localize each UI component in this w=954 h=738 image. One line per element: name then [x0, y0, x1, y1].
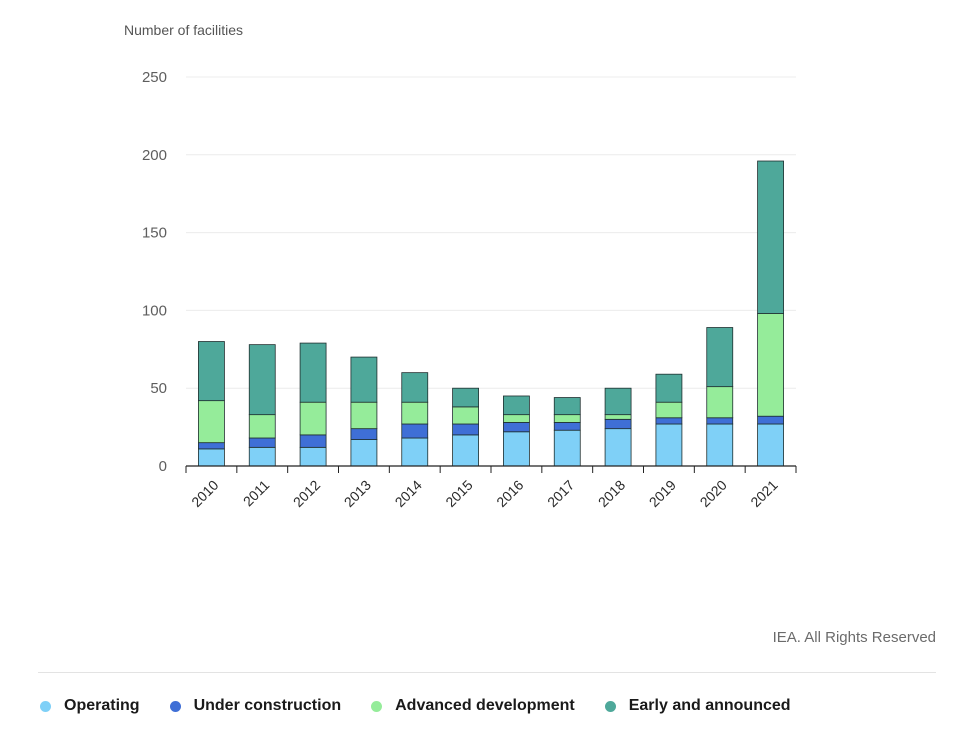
bar-segment-2010-2 [198, 442, 225, 450]
bar-segment-2011-1 [248, 446, 276, 467]
bar-segment-2012-2 [299, 434, 327, 448]
bar-segment-2021-4 [757, 160, 784, 314]
x-tick-label: 2011 [240, 477, 273, 510]
bar-segment-2015-4 [452, 387, 479, 408]
bar-segment-2016-1 [503, 431, 530, 467]
x-tick-label: 2016 [493, 477, 526, 510]
bar-segment-2017-3 [553, 414, 581, 423]
x-tick-label: 2015 [442, 477, 475, 510]
bar-segment-2019-3 [655, 401, 683, 419]
bar-segment-2018-1 [604, 428, 632, 467]
legend-swatch [40, 700, 51, 712]
bar-segment-2018-4 [604, 387, 632, 416]
bar-segment-2013-1 [350, 439, 378, 467]
x-tick-label: 2012 [290, 477, 323, 510]
bar-segment-2019-4 [655, 373, 683, 403]
bar-segment-2016-2 [503, 422, 530, 433]
legend-label: Operating [64, 697, 140, 714]
legend-item-3[interactable]: Advanced development [371, 697, 575, 715]
legend-swatch [604, 700, 616, 712]
bar-segment-2010-4 [198, 341, 225, 402]
bar-segment-2020-3 [706, 386, 734, 419]
bar-segment-2013-4 [350, 356, 378, 403]
x-tick-label: 2010 [188, 477, 221, 510]
bar-segment-2017-1 [553, 429, 581, 467]
x-axis [185, 465, 797, 473]
bar-segment-2018-3 [604, 414, 632, 420]
legend-swatch [169, 700, 181, 712]
x-tick-label: 2020 [697, 477, 730, 510]
y-axis-label: Number of facilities [124, 22, 243, 38]
bar-segment-2019-2 [655, 417, 683, 425]
legend-swatch [371, 700, 383, 712]
bar-segment-2011-4 [248, 344, 276, 416]
bar-segment-2021-2 [757, 415, 784, 425]
bar-segment-2011-3 [248, 414, 276, 439]
bar-segment-2013-3 [350, 401, 378, 430]
y-tick-label: 100 [142, 302, 167, 319]
x-tick-labels: 2010 2011 2012 2013 2014 2015 2016 2017 2018 2019… [188, 477, 781, 510]
x-tick-label: 2014 [392, 477, 425, 510]
bar-segment-2015-3 [452, 406, 479, 425]
bar-segment-2020-1 [706, 423, 734, 467]
bars [198, 160, 784, 467]
bar-segment-2012-3 [299, 401, 327, 436]
bar-segment-2015-1 [452, 434, 479, 467]
y-tick-labels: 0 50 100 150 200 250 [142, 69, 167, 475]
legend-item-4[interactable]: Early and announced [604, 697, 791, 715]
legend-label: Early and announced [628, 697, 791, 714]
bar-segment-2014-1 [401, 437, 429, 467]
bar-segment-2014-2 [401, 423, 429, 439]
y-tick-label: 0 [159, 458, 167, 475]
legend: Operating Under construction Advanced deve… [40, 697, 821, 715]
bar-segment-2012-4 [299, 342, 327, 403]
y-tick-label: 200 [142, 147, 167, 164]
y-tick-label: 50 [150, 380, 167, 397]
bar-segment-2015-2 [452, 423, 479, 436]
legend-label: Under construction [193, 697, 342, 714]
bar-segment-2021-3 [757, 313, 784, 417]
bar-segment-2016-4 [503, 395, 530, 416]
bar-segment-2018-2 [604, 418, 632, 430]
y-tick-label: 150 [142, 225, 167, 242]
bar-segment-2014-4 [401, 372, 429, 403]
x-tick-label: 2018 [595, 477, 628, 510]
bar-segment-2011-2 [248, 437, 276, 448]
bar-segment-2020-4 [706, 327, 734, 388]
bar-segment-2016-3 [503, 414, 530, 423]
x-tick-label: 2017 [544, 477, 577, 510]
gridlines [186, 76, 796, 389]
bar-segment-2012-1 [299, 446, 327, 467]
bar-segment-2017-2 [553, 422, 581, 431]
legend-item-1[interactable]: Operating [40, 697, 140, 715]
bar-segment-2013-2 [350, 428, 378, 440]
legend-item-2[interactable]: Under construction [169, 697, 342, 715]
y-tick-label: 250 [142, 69, 167, 86]
bar-segment-2019-1 [655, 423, 683, 467]
x-tick-label: 2019 [646, 477, 679, 510]
x-tick-label: 2021 [747, 477, 780, 510]
credit-text: IEA. All Rights Reserved [772, 629, 936, 646]
divider [38, 672, 936, 673]
bar-segment-2020-2 [706, 417, 734, 425]
legend-label: Advanced development [395, 697, 575, 714]
x-tick-label: 2013 [341, 477, 374, 510]
bar-segment-2010-3 [198, 400, 225, 444]
stacked-bar-chart: Number of facilities 0 50 100 150 200 250 201… [124, 22, 797, 510]
bar-segment-2017-4 [553, 397, 581, 416]
bar-segment-2010-1 [198, 448, 225, 467]
bar-segment-2021-1 [757, 423, 784, 467]
bar-segment-2014-3 [401, 401, 429, 425]
